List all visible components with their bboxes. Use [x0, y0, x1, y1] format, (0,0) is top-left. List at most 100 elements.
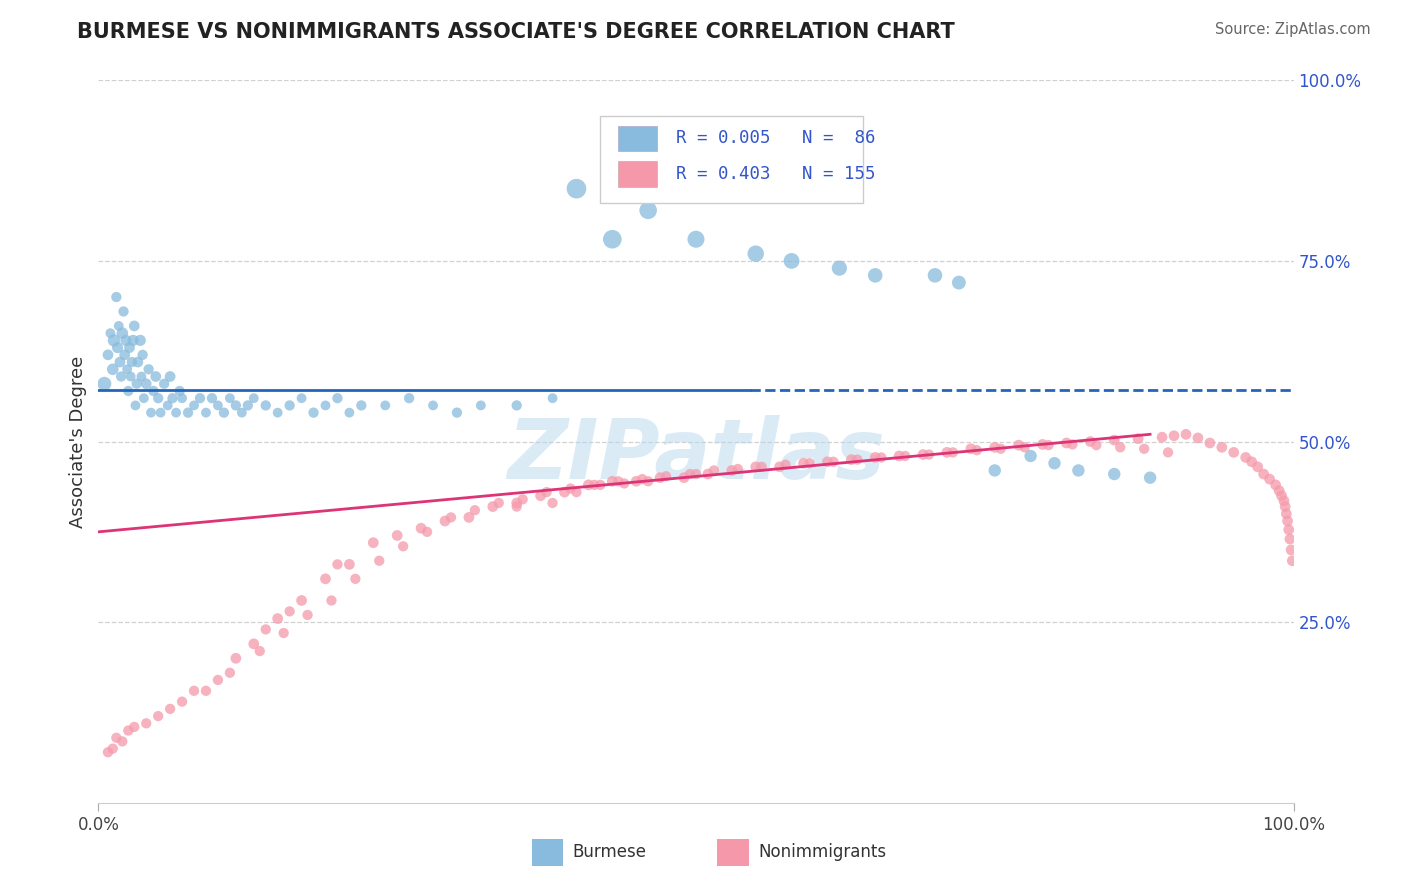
Point — [1139, 470, 1161, 484]
Point — [103, 334, 125, 348]
Point — [1133, 442, 1156, 456]
Point — [870, 450, 893, 465]
Point — [326, 558, 349, 572]
Point — [648, 470, 672, 484]
Point — [291, 593, 314, 607]
Point — [506, 500, 529, 514]
Point — [411, 521, 433, 535]
Point — [124, 720, 146, 734]
Point — [278, 604, 301, 618]
Point — [841, 452, 863, 467]
Point — [1085, 438, 1108, 452]
Point — [1175, 427, 1198, 442]
Point — [1038, 438, 1060, 452]
FancyBboxPatch shape — [717, 838, 748, 865]
Point — [339, 406, 361, 420]
Point — [470, 398, 492, 412]
Point — [111, 326, 134, 340]
Point — [1275, 507, 1298, 521]
Point — [118, 341, 141, 355]
Point — [1258, 472, 1281, 486]
Point — [162, 391, 184, 405]
Point — [685, 232, 707, 246]
Point — [560, 482, 582, 496]
Point — [321, 593, 343, 607]
Point — [254, 623, 277, 637]
Point — [392, 539, 415, 553]
Point — [768, 459, 790, 474]
Text: R = 0.403   N = 155: R = 0.403 N = 155 — [676, 165, 875, 183]
Point — [685, 467, 707, 481]
Point — [172, 391, 194, 405]
Point — [697, 467, 720, 481]
FancyBboxPatch shape — [533, 838, 564, 865]
Text: Burmese: Burmese — [572, 843, 647, 862]
Point — [583, 478, 606, 492]
Point — [112, 304, 135, 318]
Point — [865, 450, 887, 465]
Point — [135, 376, 157, 391]
Point — [846, 452, 869, 467]
Point — [488, 496, 510, 510]
Point — [1281, 554, 1303, 568]
Point — [231, 406, 253, 420]
Point — [188, 391, 211, 405]
Point — [464, 503, 486, 517]
Point — [139, 406, 162, 420]
Point — [105, 290, 128, 304]
Point — [273, 626, 295, 640]
Point — [823, 455, 845, 469]
Point — [637, 475, 659, 489]
Point — [107, 341, 129, 355]
Point — [363, 535, 385, 549]
Point — [142, 384, 165, 398]
Point — [225, 651, 247, 665]
Point — [201, 391, 224, 405]
Point — [153, 376, 176, 391]
Text: Source: ZipAtlas.com: Source: ZipAtlas.com — [1215, 22, 1371, 37]
Point — [512, 492, 534, 507]
Point — [267, 406, 290, 420]
Point — [368, 554, 391, 568]
Point — [1056, 436, 1078, 450]
Point — [1067, 463, 1090, 477]
Point — [1104, 433, 1126, 447]
Point — [565, 182, 588, 196]
Point — [374, 398, 396, 412]
Point — [1271, 489, 1294, 503]
Point — [655, 469, 678, 483]
Point — [195, 406, 218, 420]
Point — [110, 369, 132, 384]
Point — [1014, 440, 1036, 454]
Point — [565, 485, 588, 500]
Point — [990, 442, 1012, 456]
Point — [131, 369, 153, 384]
Point — [1223, 445, 1246, 459]
Point — [315, 398, 337, 412]
Point — [105, 731, 128, 745]
Point — [124, 398, 146, 412]
Point — [1008, 438, 1031, 452]
Point — [1104, 467, 1126, 481]
Point — [530, 489, 553, 503]
Point — [1277, 514, 1299, 528]
Point — [344, 572, 367, 586]
Point — [727, 462, 749, 476]
Point — [97, 348, 120, 362]
Point — [1274, 500, 1296, 514]
Point — [121, 355, 143, 369]
Point — [554, 485, 576, 500]
Point — [122, 334, 145, 348]
Point — [1062, 437, 1084, 451]
Point — [225, 398, 247, 412]
Point — [156, 398, 179, 412]
Point — [236, 398, 259, 412]
Point — [506, 398, 529, 412]
Point — [1199, 436, 1222, 450]
Point — [607, 475, 630, 489]
Point — [249, 644, 271, 658]
Point — [589, 478, 612, 492]
Point — [115, 334, 138, 348]
Point — [302, 406, 325, 420]
Point — [1268, 483, 1291, 498]
